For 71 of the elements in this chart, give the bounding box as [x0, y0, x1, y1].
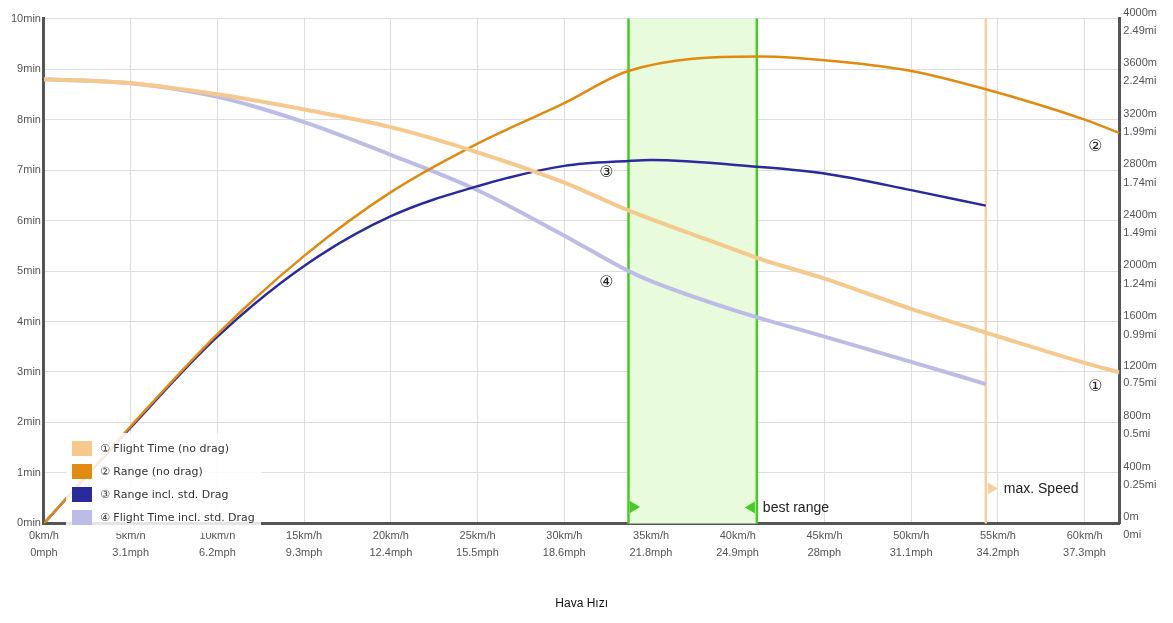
- y2-tick-label: 1200m: [1123, 358, 1158, 371]
- x-tick-label: 35km/h: [633, 529, 670, 542]
- x-tick-label: 20km/h: [372, 529, 409, 542]
- y-tick-label: 0min: [17, 516, 41, 529]
- annotation: ④: [599, 272, 614, 292]
- y3-tick-label: 1.74mi: [1123, 175, 1157, 188]
- y-tick-label: 6min: [17, 213, 41, 226]
- x-tick-label: 50km/h: [893, 529, 930, 542]
- y2-tick-label: 2400m: [1123, 207, 1158, 220]
- x2-tick-label: 37.3mph: [1063, 546, 1106, 559]
- y3-tick-label: 0mi: [1123, 528, 1142, 541]
- x2-tick-label: 21.8mph: [629, 546, 673, 559]
- y3-tick-label: 0.99mi: [1123, 327, 1157, 340]
- x-tick-label: 10km/h: [199, 529, 236, 542]
- x-tick-label: 25km/h: [459, 529, 496, 542]
- y3-tick-label: 2.49mi: [1123, 23, 1157, 36]
- ref-line-label: best range: [762, 499, 830, 516]
- x-axis-title: Hava Hızı: [555, 596, 609, 611]
- x-tick-label: 30km/h: [546, 529, 583, 542]
- y3-tick-label: 2.24mi: [1123, 74, 1157, 87]
- x-tick-label: 5km/h: [115, 529, 146, 542]
- y2-tick-label: 3200m: [1123, 106, 1158, 119]
- y-tick-label: 10min: [10, 11, 41, 24]
- legend-label: ② Range (no drag): [100, 465, 203, 478]
- y-tick-label: 7min: [17, 163, 41, 176]
- x2-tick-label: 9.3mph: [285, 546, 323, 559]
- x2-tick-label: 28mph: [807, 546, 842, 559]
- x2-tick-label: 0mph: [30, 546, 58, 559]
- y3-tick-label: 1.24mi: [1123, 277, 1157, 290]
- y-tick-label: 9min: [17, 62, 41, 75]
- x2-tick-label: 24.9mph: [716, 546, 759, 559]
- x2-tick-label: 3.1mph: [112, 546, 150, 559]
- annotation: ②: [1088, 136, 1103, 156]
- y-tick-label: 8min: [17, 112, 41, 125]
- line-series: [43, 77, 1120, 375]
- x-tick-label: 45km/h: [806, 529, 843, 542]
- y3-tick-label: 1.99mi: [1123, 125, 1157, 137]
- x-tick-label: 60km/h: [1066, 529, 1103, 542]
- y-tick-label: 4min: [17, 314, 41, 327]
- y2-tick-label: 0m: [1123, 510, 1139, 523]
- y2-tick-label: 800m: [1123, 409, 1151, 422]
- y3-tick-label: 0.5mi: [1123, 427, 1151, 440]
- x-tick-label: 40km/h: [719, 529, 756, 542]
- x-tick-label: 15km/h: [286, 529, 323, 542]
- y2-tick-label: 2000m: [1123, 258, 1158, 271]
- ref-line-label: max. Speed: [1003, 480, 1079, 497]
- y3-tick-label: 0.25mi: [1123, 477, 1157, 490]
- x-tick-label: 55km/h: [979, 529, 1016, 542]
- annotation: ③: [599, 162, 614, 182]
- x2-tick-label: 6.2mph: [199, 546, 236, 559]
- y-tick-label: 2min: [17, 415, 41, 428]
- y-tick-label: 1min: [17, 465, 41, 478]
- y2-tick-label: 1600m: [1123, 308, 1158, 321]
- legend-label: ① Flight Time (no drag): [100, 442, 229, 455]
- y-tick-label: 3min: [17, 364, 41, 377]
- y2-tick-label: 3600m: [1123, 56, 1158, 69]
- x2-tick-label: 15.5mph: [456, 546, 499, 559]
- y3-tick-label: 1.49mi: [1123, 226, 1157, 239]
- y2-tick-label: 4000m: [1123, 5, 1158, 18]
- x2-tick-label: 18.6mph: [542, 546, 586, 559]
- x2-tick-label: 31.1mph: [889, 546, 933, 559]
- x-tick-label: 0km/h: [28, 529, 59, 542]
- y2-tick-label: 2800m: [1123, 157, 1158, 170]
- x2-tick-label: 34.2mph: [976, 546, 1020, 559]
- y-tick-label: 5min: [17, 264, 41, 277]
- annotation: ①: [1088, 375, 1103, 395]
- y3-tick-label: 0.75mi: [1123, 376, 1157, 389]
- legend-label: ④ Flight Time incl. std. Drag: [100, 511, 255, 524]
- y2-tick-label: 400m: [1123, 459, 1151, 472]
- x2-tick-label: 12.4mph: [369, 546, 413, 559]
- legend-label: ③ Range incl. std. Drag: [100, 488, 229, 501]
